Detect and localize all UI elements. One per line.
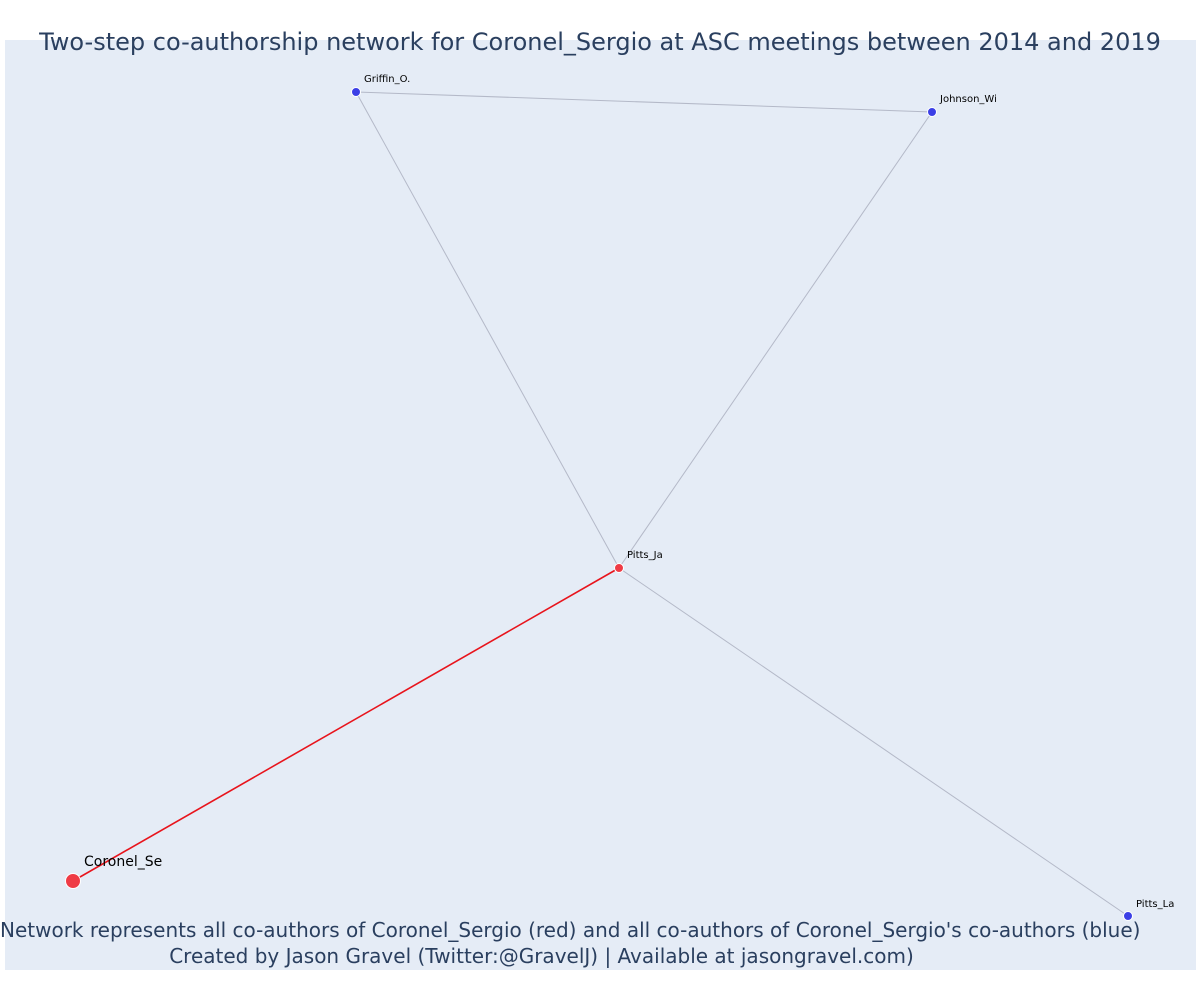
node-Coronel_Se[interactable] [65, 873, 81, 889]
figure-title: Two-step co-authorship network for Coron… [39, 28, 1161, 56]
node-label-Pitts_La: Pitts_La [1136, 899, 1174, 910]
node-label-Pitts_Ja: Pitts_Ja [627, 550, 663, 561]
node-label-Johnson_Wi: Johnson_Wi [939, 94, 997, 105]
nodes-layer [65, 87, 1133, 921]
node-label-Griffin_O.: Griffin_O. [364, 74, 410, 85]
node-Griffin_O.[interactable] [351, 87, 361, 97]
labels-layer: Coronel_Se Pitts_Ja Griffin_O. Johnson_Wi Pi… [84, 74, 1174, 910]
node-Johnson_Wi[interactable] [927, 107, 937, 117]
edge-Coronel_Se-Pitts_Ja [72, 567, 620, 882]
caption-credit: Created by Jason Gravel (Twitter:@Gravel… [169, 944, 914, 968]
edge-Pitts_Ja-Griffin_O. [355, 91, 620, 569]
caption-description: Network represents all co-authors of Cor… [0, 918, 1141, 942]
node-label-Coronel_Se: Coronel_Se [84, 854, 162, 870]
edges-layer [72, 91, 1129, 917]
node-Pitts_Ja[interactable] [614, 563, 624, 573]
edge-Pitts_Ja-Johnson_Wi [618, 111, 933, 569]
edge-Pitts_Ja-Pitts_La [618, 567, 1129, 917]
plot-area [5, 40, 1196, 970]
edge-Griffin_O.-Johnson_Wi [355, 91, 933, 113]
node-Pitts_La[interactable] [1123, 911, 1133, 921]
